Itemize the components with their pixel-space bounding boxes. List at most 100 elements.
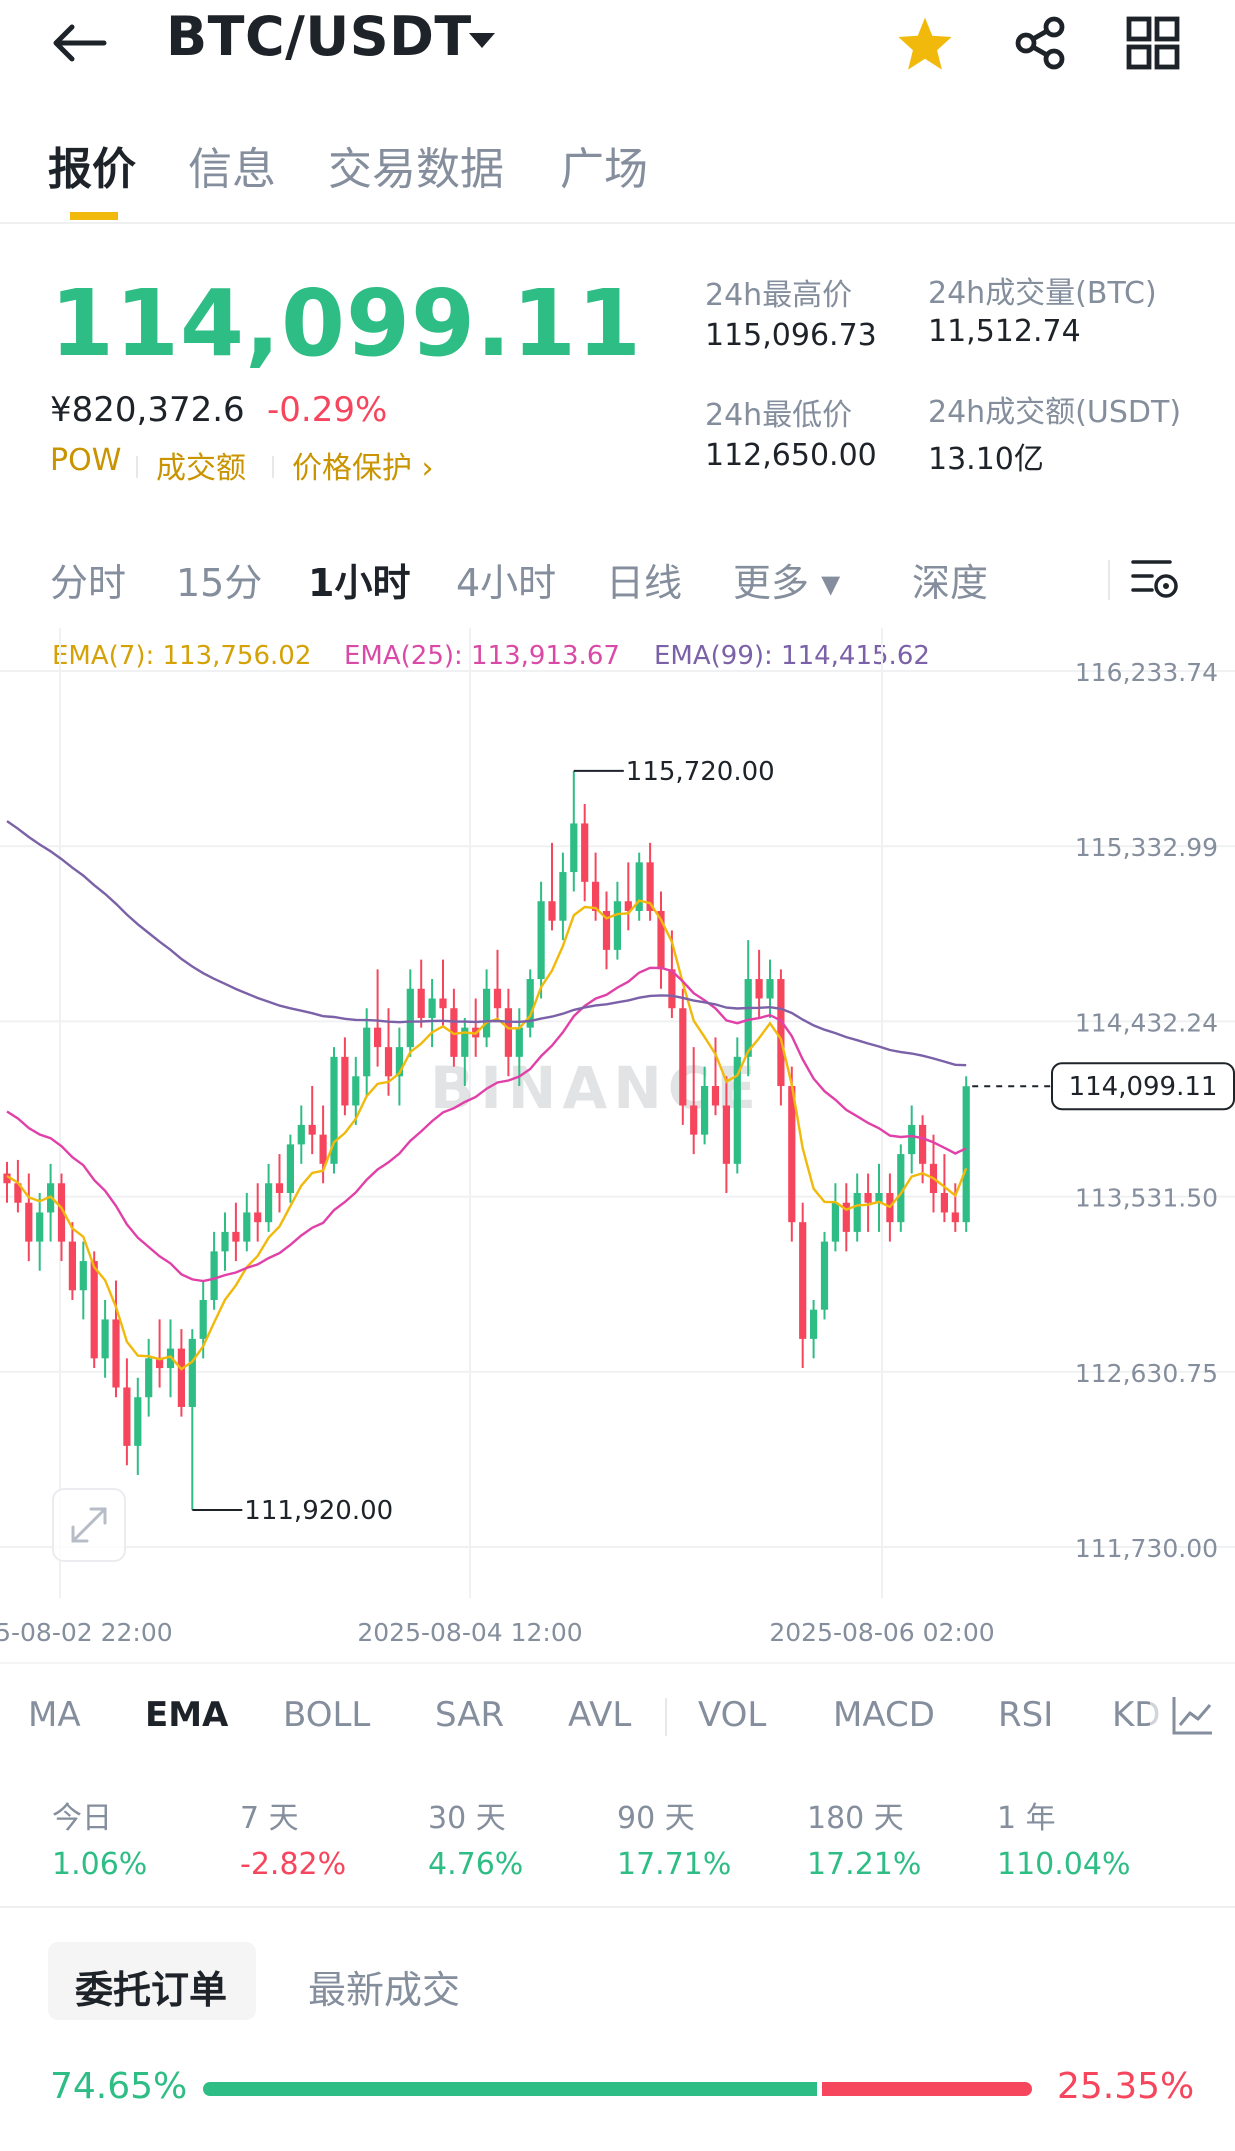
candle-body — [722, 1105, 730, 1164]
candle-body — [417, 988, 425, 1018]
perf-30d-label: 30 天 — [428, 1801, 506, 1836]
interval-more[interactable]: 更多 ▾ — [733, 561, 841, 605]
candle-body — [624, 901, 632, 911]
tab-quote[interactable]: 报价 — [48, 144, 136, 195]
perf-7d-value: -2.82% — [240, 1847, 347, 1882]
tag-price-protection[interactable]: 价格保护 › — [292, 451, 434, 486]
indicator-avl[interactable]: AVL — [568, 1695, 632, 1735]
candle-body — [493, 988, 502, 1009]
tab-square[interactable]: 广场 — [560, 144, 648, 195]
indicator-rsi[interactable]: RSI — [998, 1695, 1054, 1735]
candle-body — [68, 1241, 76, 1291]
volume-usdt-label: 24h成交额(USDT) — [928, 395, 1182, 430]
perf-1y-value: 110.04% — [997, 1847, 1131, 1882]
candle-body — [701, 1086, 709, 1135]
candle-body — [101, 1319, 109, 1359]
candle-body — [406, 988, 414, 1048]
buy-ratio-percent: 74.65% — [50, 2066, 188, 2107]
candle-body — [788, 1086, 796, 1223]
tab-trading-data[interactable]: 交易数据 — [328, 144, 504, 195]
indicator-ema[interactable]: EMA — [145, 1695, 229, 1735]
volume-usdt-value: 13.10亿 — [928, 442, 1044, 477]
sell-ratio-bar — [822, 2082, 1032, 2096]
candle-body — [962, 1086, 970, 1223]
candle-body — [799, 1222, 807, 1339]
ema-lines — [6, 820, 968, 1371]
tab-info[interactable]: 信息 — [188, 144, 276, 195]
candle-body — [374, 1027, 382, 1048]
candle-body — [875, 1193, 883, 1203]
indicator-sar[interactable]: SAR — [435, 1695, 505, 1735]
candle-body — [123, 1387, 131, 1446]
expand-icon[interactable] — [52, 1488, 126, 1562]
buy-ratio-bar — [203, 2082, 817, 2096]
ema99-line — [6, 820, 967, 1067]
candle-body — [177, 1348, 185, 1407]
candle-body — [864, 1193, 872, 1203]
divider — [136, 456, 138, 478]
candle-body — [243, 1212, 251, 1242]
candle-body — [646, 862, 654, 911]
top-bar: BTC/USDT — [0, 0, 1235, 90]
candle-body — [820, 1241, 829, 1310]
indicator-macd[interactable]: MACD — [833, 1695, 935, 1735]
arrow-left-icon[interactable] — [45, 8, 115, 78]
interval-4h[interactable]: 4小时 — [456, 561, 557, 605]
candle-body — [330, 1056, 338, 1164]
price-tick: 114,432.24 — [1075, 1008, 1218, 1037]
kline-chart-svg[interactable]: BINANCE 116,233.74115,332.99114,432.2411… — [0, 628, 1235, 1648]
indicator-ma[interactable]: MA — [28, 1695, 81, 1735]
caret-down-icon[interactable] — [467, 30, 497, 54]
candle-body — [210, 1251, 218, 1300]
candle-body — [711, 1086, 720, 1106]
share-icon[interactable] — [1005, 8, 1075, 78]
indicator-vol[interactable]: VOL — [698, 1695, 767, 1735]
candle-body — [308, 1124, 316, 1135]
tab-orders-label[interactable]: 委托订单 — [75, 1968, 228, 2012]
divider — [665, 1698, 667, 1736]
grid-icon[interactable] — [1118, 8, 1188, 78]
high-value: 115,096.73 — [705, 318, 877, 353]
time-tick: 2025-08-06 02:00 — [769, 1618, 994, 1647]
candle-body — [199, 1299, 207, 1339]
price-tick: 116,233.74 — [1075, 658, 1218, 687]
volume-btc-label: 24h成交量(BTC) — [928, 276, 1157, 311]
tab-orders[interactable] — [48, 1942, 256, 2020]
current-price-label: 114,099.11 — [1069, 1072, 1218, 1102]
tag-turnover[interactable]: 成交额 — [156, 451, 246, 486]
depth-tab[interactable]: 深度 — [912, 561, 989, 605]
candle-body — [559, 872, 567, 921]
candle-body — [908, 1124, 916, 1155]
price-tick: 111,730.00 — [1075, 1534, 1218, 1563]
indicator-boll[interactable]: BOLL — [283, 1695, 371, 1735]
markers: 115,720.00 111,920.00 114,099.11 — [192, 757, 1235, 1526]
interval-1d[interactable]: 日线 — [606, 561, 683, 605]
perf-30d-value: 4.76% — [428, 1847, 524, 1882]
candle-body — [504, 1008, 512, 1057]
candle-body — [581, 823, 589, 882]
candle-body — [897, 1154, 905, 1223]
cny-price: ¥820,372.6 — [50, 390, 245, 430]
perf-7d-label: 7 天 — [240, 1801, 299, 1836]
candle-body — [286, 1144, 294, 1194]
candle-body — [613, 901, 621, 950]
pair-title[interactable]: BTC/USDT — [166, 5, 472, 68]
candle-body — [777, 979, 785, 1087]
kline-chart[interactable]: BINANCE 116,233.74 115,332.99 114,432.24 11… — [0, 628, 1235, 1648]
tag-pow[interactable]: POW — [50, 443, 122, 478]
perf-90d-value: 17.71% — [617, 1847, 732, 1882]
tab-latest-trades[interactable]: 最新成交 — [308, 1968, 461, 2012]
candle-body — [570, 823, 578, 873]
line-chart-icon[interactable] — [1150, 1680, 1235, 1750]
low-label: 24h最低价 — [705, 398, 853, 433]
interval-1h[interactable]: 1小时 — [308, 561, 411, 605]
candle-body — [254, 1212, 262, 1223]
interval-time-share[interactable]: 分时 — [50, 561, 127, 605]
chart-settings-icon[interactable] — [1130, 556, 1180, 604]
interval-15m[interactable]: 15分 — [176, 561, 263, 605]
ema25-line — [6, 966, 967, 1283]
high-label: 24h最高价 — [705, 278, 853, 313]
candle-body — [319, 1134, 327, 1164]
last-price: 114,099.11 — [50, 270, 643, 377]
star-icon[interactable] — [890, 8, 960, 78]
